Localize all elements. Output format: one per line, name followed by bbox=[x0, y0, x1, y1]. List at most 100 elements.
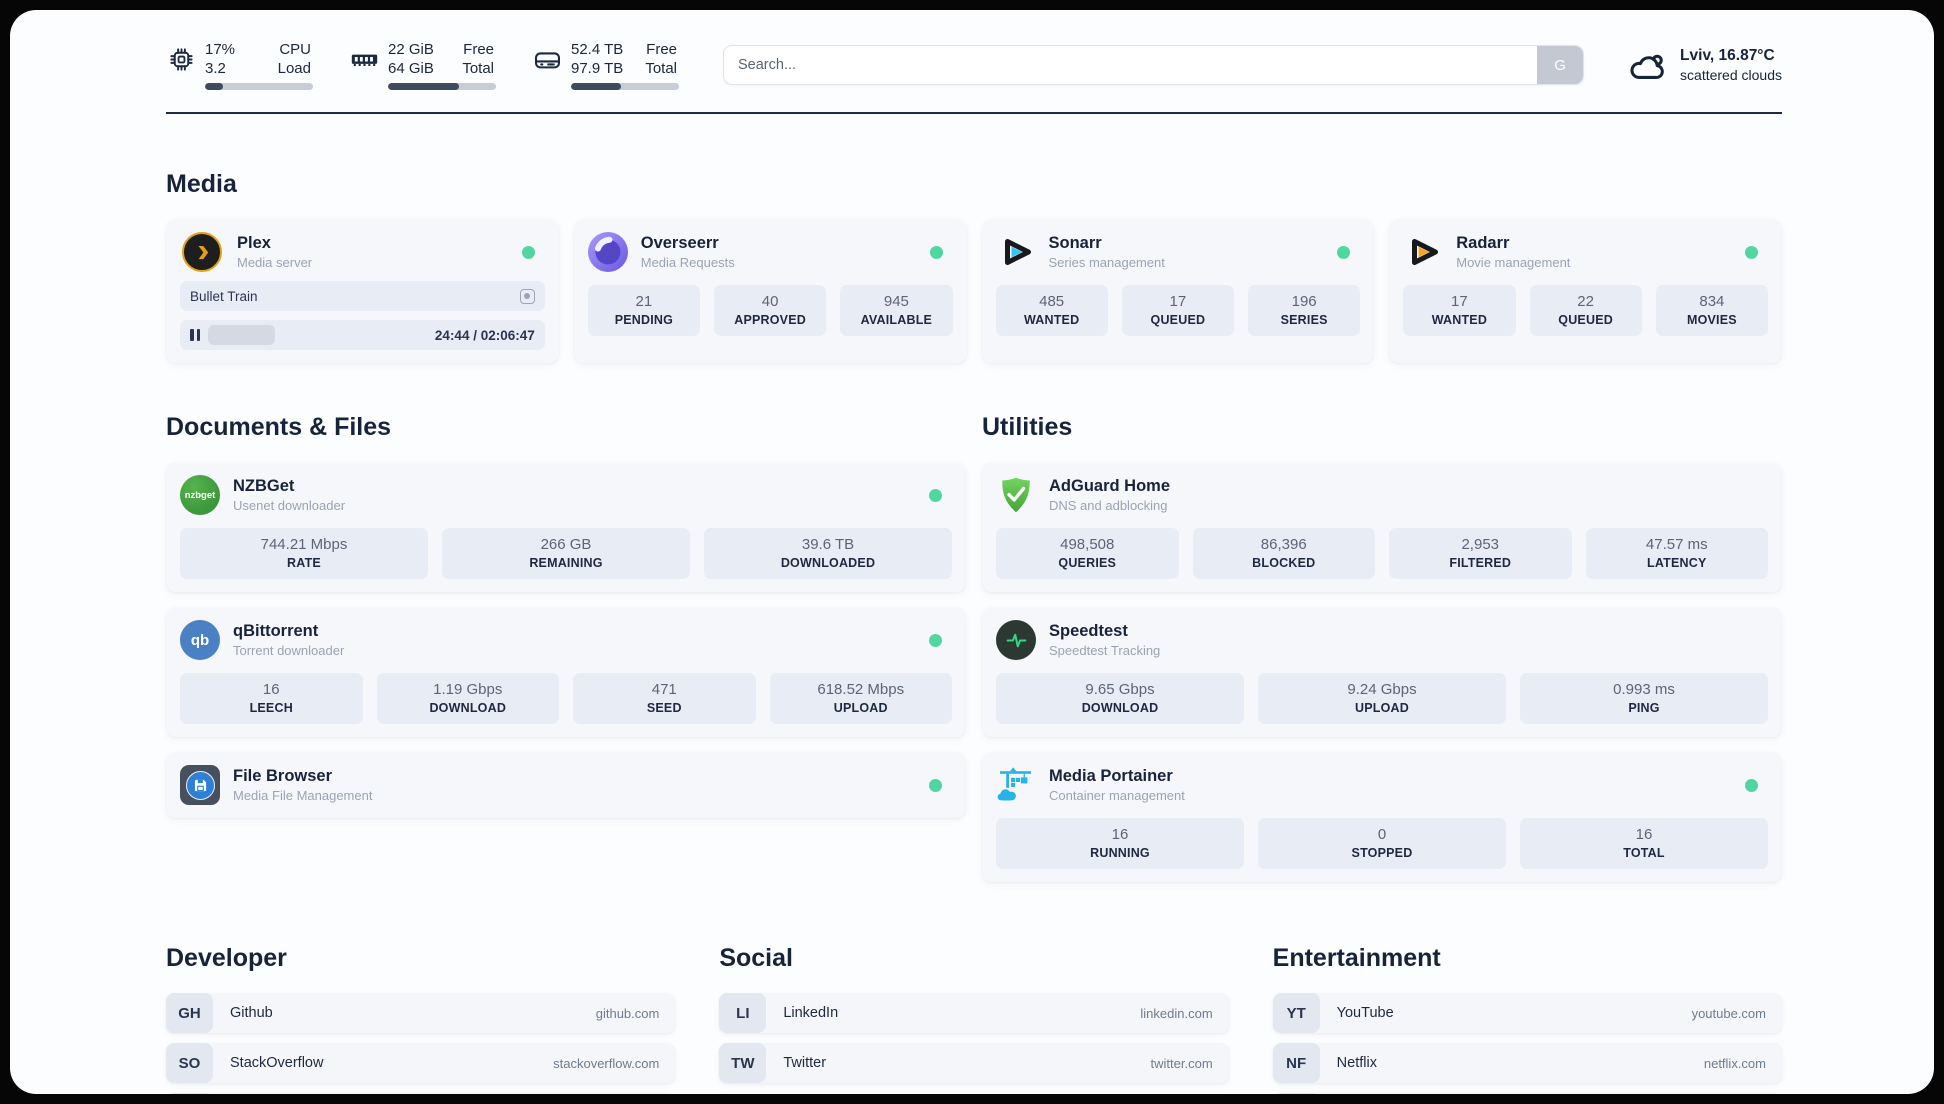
stat-label: LATENCY bbox=[1647, 556, 1707, 571]
stat-label: PING bbox=[1628, 701, 1660, 716]
app-card-radarr[interactable]: Radarr Movie management 17 WANTED 22 QUE… bbox=[1389, 219, 1782, 364]
stat-box: 16 LEECH bbox=[180, 673, 363, 725]
bookmark-dev[interactable]: DT DEV dev.to bbox=[166, 1093, 676, 1094]
stat-value: 21 bbox=[635, 293, 653, 311]
stat-value: 498,508 bbox=[1060, 536, 1115, 554]
weather-condition: scattered clouds bbox=[1680, 67, 1782, 84]
stat-label: UPLOAD bbox=[833, 701, 888, 716]
app-name: Radarr bbox=[1456, 234, 1510, 253]
bookmark-name: LinkedIn bbox=[783, 1005, 839, 1022]
bookmark-badge: GH bbox=[166, 993, 213, 1034]
app-card-portainer[interactable]: Media Portainer Container management 16 … bbox=[982, 752, 1782, 883]
qbittorrent-icon: qb bbox=[180, 620, 220, 661]
app-card-nzbget[interactable]: nzbget NZBGet Usenet downloader 744.21 M… bbox=[166, 462, 966, 593]
bookmark-stackoverflow[interactable]: SO StackOverflow stackoverflow.com bbox=[166, 1043, 676, 1084]
stat-label: UPLOAD bbox=[1355, 701, 1409, 716]
now-playing-title: Bullet Train bbox=[190, 288, 258, 304]
app-description: Media Requests bbox=[640, 255, 735, 271]
stat-box: 2,953 FILTERED bbox=[1389, 528, 1572, 580]
cpu-label-1: CPU bbox=[279, 41, 311, 58]
app-card-plex[interactable]: Plex Media server Bullet Train 24:44 / 0… bbox=[166, 219, 559, 364]
search-input[interactable] bbox=[724, 46, 1538, 85]
disk-progress-fill bbox=[571, 83, 621, 91]
bookmark-reddit[interactable]: RE Reddit reddit.com bbox=[1272, 1093, 1782, 1094]
memory-progress-bar bbox=[388, 83, 496, 91]
stat-value: 945 bbox=[883, 293, 909, 311]
stat-label: WANTED bbox=[1023, 313, 1080, 328]
pause-icon[interactable] bbox=[190, 329, 200, 342]
stat-label: QUERIES bbox=[1058, 556, 1117, 571]
stat-box: 9.65 Gbps DOWNLOAD bbox=[996, 673, 1244, 725]
stat-label: QUEUED bbox=[1150, 313, 1206, 328]
stat-label: MOVIES bbox=[1686, 313, 1737, 328]
app-description: Usenet downloader bbox=[233, 498, 346, 514]
app-card-filebrowser[interactable]: File Browser Media File Management bbox=[166, 752, 966, 819]
app-card-sonarr[interactable]: Sonarr Series management 485 WANTED 17 Q… bbox=[981, 219, 1375, 364]
stat-box: 47.57 ms LATENCY bbox=[1585, 528, 1768, 580]
bookmark-badge: RE bbox=[1272, 1093, 1320, 1094]
section-social: Social LI LinkedIn linkedin.com TW Twitt… bbox=[719, 944, 1229, 1094]
hard-drive-icon bbox=[532, 45, 562, 74]
radarr-icon bbox=[1403, 232, 1443, 272]
stat-box: 9.24 Gbps UPLOAD bbox=[1258, 673, 1506, 725]
stat-label: RUNNING bbox=[1090, 846, 1150, 861]
bookmark-badge: SO bbox=[166, 1043, 213, 1084]
app-card-speedtest[interactable]: Speedtest Speedtest Tracking 9.65 Gbps D… bbox=[982, 607, 1782, 738]
stat-box: 945 AVAILABLE bbox=[840, 285, 953, 337]
stat-value: 16 bbox=[1111, 826, 1129, 844]
app-name: Overseerr bbox=[640, 234, 719, 253]
section-entertainment: Entertainment YT YouTube youtube.com NF … bbox=[1272, 944, 1782, 1094]
plex-icon bbox=[182, 232, 222, 273]
stat-value: 744.21 Mbps bbox=[260, 536, 348, 554]
stat-value: 16 bbox=[1635, 826, 1653, 844]
stat-label: RATE bbox=[287, 556, 321, 571]
dashboard-page: 17% 3.2 CPU Load bbox=[10, 10, 1934, 1094]
search-bar[interactable]: G bbox=[723, 45, 1585, 86]
stat-box: 498,508 QUERIES bbox=[996, 528, 1179, 580]
bookmark-twitter[interactable]: TW Twitter twitter.com bbox=[719, 1043, 1229, 1084]
app-card-adguard[interactable]: AdGuard Home DNS and adblocking 498,508 … bbox=[982, 462, 1782, 593]
stat-value: 40 bbox=[761, 293, 779, 311]
speedtest-pulse-icon bbox=[996, 620, 1036, 661]
stat-box: 86,396 BLOCKED bbox=[1192, 528, 1375, 580]
stat-label: DOWNLOAD bbox=[429, 701, 507, 716]
bookmark-badge: NF bbox=[1272, 1043, 1320, 1084]
cpu-progress-bar bbox=[205, 83, 313, 91]
stat-box: 485 WANTED bbox=[995, 285, 1108, 337]
now-playing-row: Bullet Train bbox=[180, 281, 545, 312]
bookmark-youtube[interactable]: YT YouTube youtube.com bbox=[1272, 993, 1782, 1034]
bookmark-url: github.com bbox=[595, 1005, 660, 1021]
stat-box: 618.52 Mbps UPLOAD bbox=[769, 673, 952, 725]
app-name: Media Portainer bbox=[1049, 767, 1173, 786]
bookmark-name: YouTube bbox=[1336, 1005, 1394, 1022]
disk-label-1: Free bbox=[646, 41, 677, 58]
stat-label: STOPPED bbox=[1351, 846, 1413, 861]
app-card-overseerr[interactable]: Overseerr Media Requests 21 PENDING 40 A… bbox=[573, 219, 967, 364]
app-description: Series management bbox=[1048, 255, 1165, 271]
section-title-social: Social bbox=[719, 944, 793, 973]
stat-label: DOWNLOADED bbox=[780, 556, 876, 571]
app-description: Torrent downloader bbox=[233, 643, 345, 659]
bookmark-badge: DT bbox=[166, 1093, 213, 1094]
stat-value: 86,396 bbox=[1260, 536, 1307, 554]
search-engine-button[interactable]: G bbox=[1537, 46, 1584, 85]
overseerr-icon bbox=[587, 232, 628, 273]
bookmark-netflix[interactable]: NF Netflix netflix.com bbox=[1272, 1043, 1782, 1084]
stat-value: 17 bbox=[1169, 293, 1187, 311]
stat-box: 0 STOPPED bbox=[1258, 818, 1506, 870]
stat-box: 16 RUNNING bbox=[996, 818, 1244, 870]
stat-label: QUEUED bbox=[1558, 313, 1613, 328]
stat-box: 17 WANTED bbox=[1403, 285, 1516, 337]
disk-total-value: 97.9 TB bbox=[571, 60, 624, 78]
section-title-developer: Developer bbox=[166, 944, 287, 973]
stat-value: 22 bbox=[1577, 293, 1594, 311]
app-description: Container management bbox=[1049, 788, 1185, 804]
stat-value: 1.19 Gbps bbox=[433, 681, 503, 699]
app-name: NZBGet bbox=[233, 477, 295, 496]
player-time: 24:44 / 02:06:47 bbox=[434, 327, 535, 343]
bookmark-github[interactable]: GH Github github.com bbox=[166, 993, 676, 1034]
bookmark-linkedin[interactable]: LI LinkedIn linkedin.com bbox=[719, 993, 1229, 1034]
bookmark-name: Github bbox=[230, 1005, 273, 1022]
stat-value: 9.24 Gbps bbox=[1347, 681, 1417, 699]
app-card-qbittorrent[interactable]: qb qBittorrent Torrent downloader 16 LEE… bbox=[166, 607, 966, 738]
